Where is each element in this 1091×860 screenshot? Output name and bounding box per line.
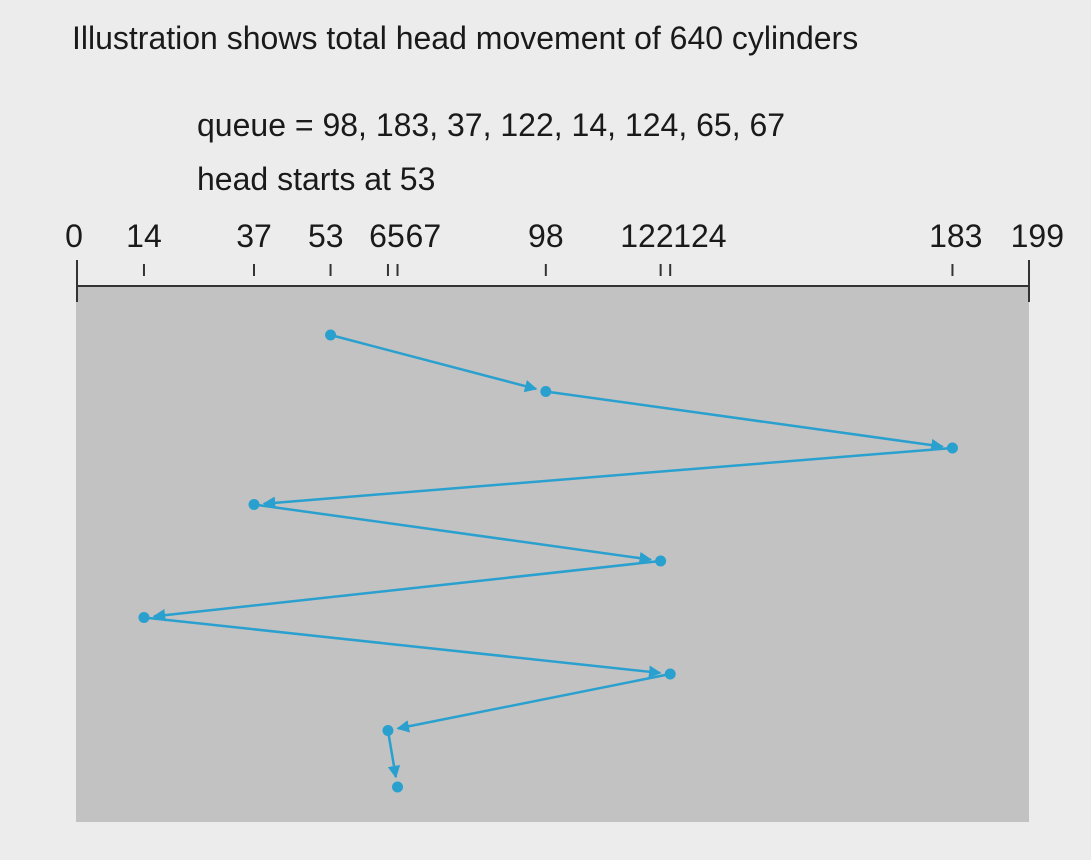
head-position-point	[392, 781, 404, 793]
tick-labels: 0 14 37 53 65 67 98 122 124 183 199	[65, 218, 1064, 254]
head-position-point	[664, 668, 676, 680]
head-move-segment	[143, 616, 662, 678]
tick-label: 65	[369, 218, 405, 254]
tick-label: 199	[1011, 218, 1064, 254]
head-position-point	[946, 442, 958, 454]
tick-label: 0	[65, 218, 83, 254]
head-move-segment	[386, 730, 401, 779]
tick-label: 37	[236, 218, 272, 254]
head-position-point	[248, 499, 260, 510]
head-position-point	[655, 555, 667, 567]
diagram-title: Illustration shows total head movement o…	[72, 20, 859, 56]
head-move-segment	[545, 390, 944, 452]
head-position-point	[540, 386, 552, 397]
tick-label: 183	[929, 218, 982, 254]
head-move-segment	[152, 559, 661, 622]
head-position-point	[382, 725, 394, 736]
head-move-segment	[330, 333, 538, 393]
cylinder-axis	[76, 260, 1030, 302]
head-move-segment	[253, 503, 652, 565]
head-move-segment	[262, 446, 953, 510]
tick-label: 14	[126, 218, 162, 254]
head-position-point	[138, 612, 150, 623]
tick-label: 122	[620, 218, 673, 254]
tick-label: 53	[308, 218, 344, 254]
head-move-segment	[396, 672, 671, 733]
plot-panel	[76, 286, 1029, 822]
head-start-text: head starts at 53	[197, 161, 436, 197]
head-path	[138, 329, 958, 793]
head-position-point	[325, 329, 337, 341]
tick-label: 67	[406, 218, 442, 254]
queue-info: queue = 98, 183, 37, 122, 14, 124, 65, 6…	[197, 98, 785, 206]
queue-text: queue = 98, 183, 37, 122, 14, 124, 65, 6…	[197, 107, 786, 143]
tick-label: 98	[528, 218, 564, 254]
tick-label: 124	[673, 218, 726, 254]
